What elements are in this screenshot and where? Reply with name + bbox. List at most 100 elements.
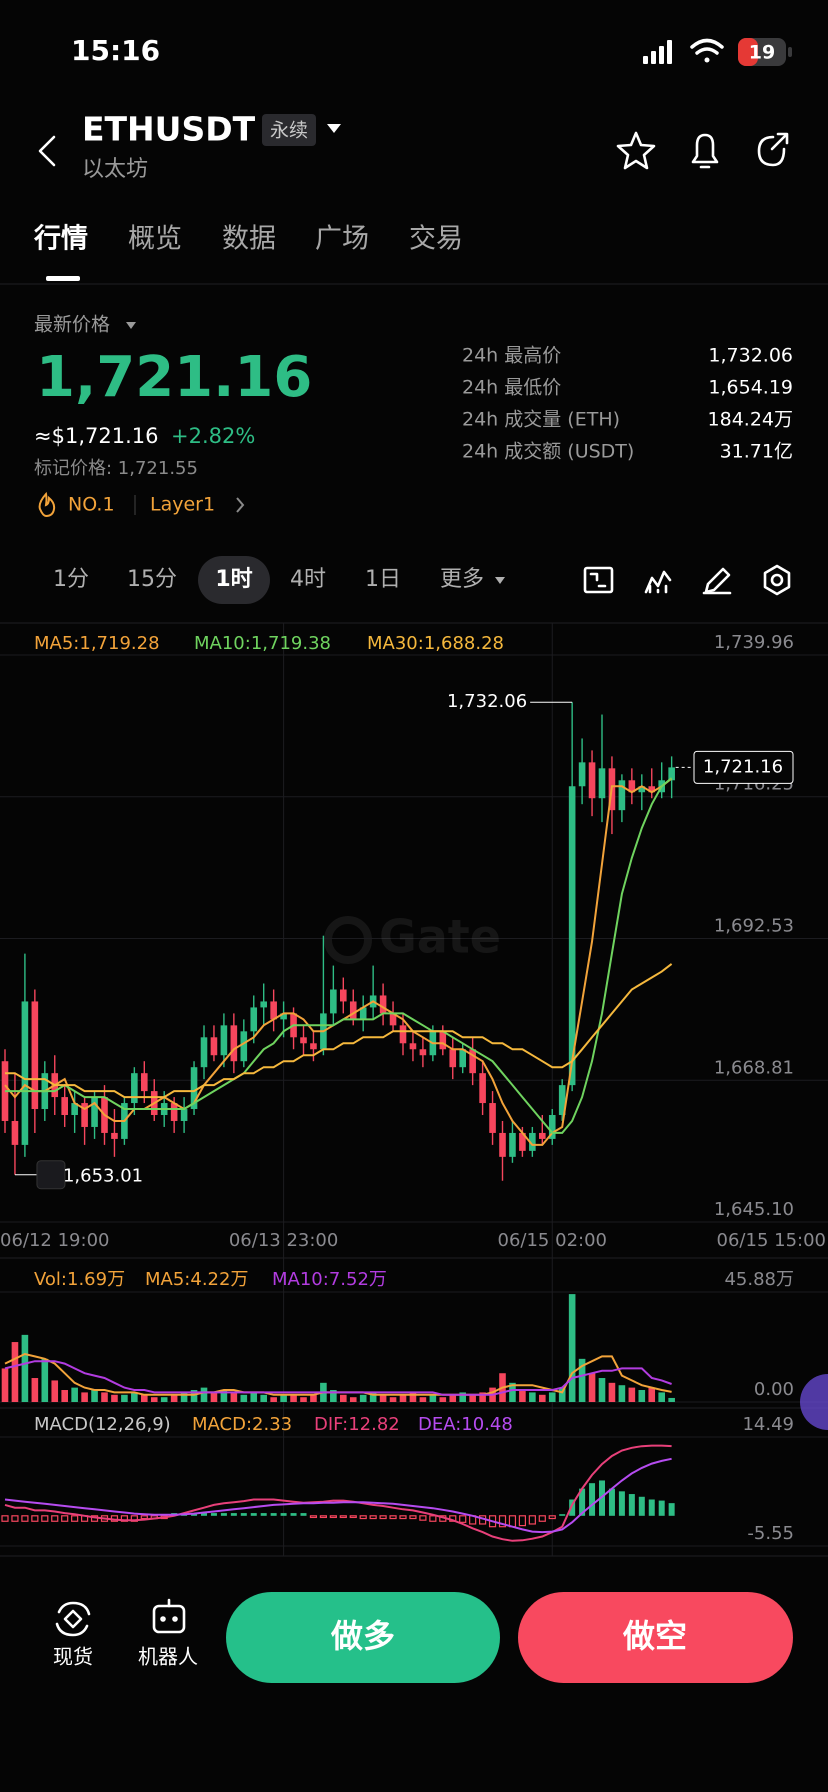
candle-body <box>260 1001 267 1008</box>
macd-bar <box>389 1515 397 1520</box>
volume-bar <box>170 1394 178 1402</box>
timeframe[interactable]: 1分 <box>53 567 89 592</box>
candle-body <box>548 1115 556 1139</box>
volume-bar <box>658 1392 665 1402</box>
bot-icon[interactable] <box>152 1598 186 1634</box>
spot-icon[interactable] <box>55 1601 91 1637</box>
short-button[interactable] <box>518 1592 793 1683</box>
volume-bar <box>578 1358 586 1402</box>
more-dropdown[interactable] <box>495 577 505 584</box>
bot-label[interactable]: 机器人 <box>138 1645 198 1669</box>
candle-body <box>210 1037 218 1056</box>
last-price-box <box>693 750 794 784</box>
stat-label: 24h 最高价 <box>462 345 561 367</box>
watermark: Gate <box>379 910 501 964</box>
candle-body <box>81 1103 88 1127</box>
back-button[interactable] <box>38 135 56 167</box>
badge-bg <box>262 114 316 146</box>
macd-bar <box>459 1515 467 1523</box>
timeframe[interactable]: 1时 <box>215 567 252 592</box>
timeframe[interactable]: 15分 <box>127 567 177 592</box>
volume-bar <box>359 1394 367 1402</box>
macd-bar <box>579 1488 586 1516</box>
macd-bar <box>31 1515 39 1522</box>
candle-body <box>409 1043 417 1050</box>
tab[interactable]: 交易 <box>409 224 463 255</box>
volume-bar <box>369 1392 377 1402</box>
legend-label: MA10:1,719.38 <box>194 633 331 654</box>
x-tick-label: 06/12 19:00 <box>0 1230 109 1251</box>
macd-bar <box>559 1514 566 1516</box>
candle-body <box>270 1001 277 1020</box>
sector-tag[interactable]: Layer1 <box>150 494 215 516</box>
draw-button[interactable] <box>702 567 732 595</box>
volume-bar <box>399 1394 407 1402</box>
low-icon <box>36 1160 66 1190</box>
spot-label[interactable]: 现货 <box>53 1645 93 1669</box>
indicator-button[interactable] <box>644 570 672 594</box>
volume-bar <box>379 1394 387 1402</box>
candle-body <box>230 1025 238 1062</box>
volume-bar <box>608 1382 616 1402</box>
favorite-button[interactable] <box>616 131 656 170</box>
volume-bar <box>71 1387 78 1402</box>
settings-button[interactable] <box>763 564 791 596</box>
share-button[interactable] <box>757 132 789 167</box>
candle-body <box>359 1007 367 1020</box>
indicator-line <box>4 1457 672 1534</box>
battery-level: 19 <box>749 42 775 64</box>
macd-bar <box>608 1488 615 1516</box>
fullscreen-button[interactable] <box>583 566 614 594</box>
volume-bar <box>628 1387 636 1402</box>
candle-body <box>419 1049 427 1056</box>
macd-bar <box>349 1515 357 1519</box>
x-tick-label: 06/13 23:00 <box>229 1230 338 1251</box>
x-tick-label: 06/15 02:00 <box>498 1230 607 1251</box>
volume-bar <box>618 1385 626 1402</box>
volume-bar <box>41 1358 49 1402</box>
floating-assistant[interactable] <box>800 1374 828 1430</box>
macd-bar <box>668 1503 675 1516</box>
macd-bar <box>628 1494 635 1516</box>
macd-bar <box>399 1515 407 1520</box>
volume-bar <box>121 1394 128 1402</box>
volume-bar <box>81 1392 88 1402</box>
legend-label: MACD:2.33 <box>192 1414 292 1435</box>
tab[interactable]: 数据 <box>222 224 276 255</box>
volume-bar <box>180 1392 188 1402</box>
volume-bar <box>539 1394 546 1402</box>
macd-bar <box>429 1515 437 1522</box>
candle-body <box>449 1049 457 1068</box>
candle-body <box>330 989 337 1014</box>
alert-button[interactable] <box>691 133 719 169</box>
short-label[interactable]: 做空 <box>622 1617 687 1655</box>
tab[interactable]: 概览 <box>128 224 182 255</box>
candle-body <box>558 1085 566 1116</box>
rank-tag[interactable]: NO.1 <box>68 494 115 516</box>
status-time: 15:16 <box>71 34 160 67</box>
timeframe[interactable]: 4时 <box>290 567 326 592</box>
long-button[interactable] <box>226 1592 500 1683</box>
timeframe[interactable]: 1日 <box>365 567 401 592</box>
candle-body <box>349 1001 357 1020</box>
symbol-dropdown[interactable] <box>327 124 341 133</box>
indicator-line <box>5 963 673 1099</box>
tag-chevron[interactable] <box>236 497 245 513</box>
tab[interactable]: 行情 <box>33 223 88 255</box>
timeframe[interactable]: 更多 <box>440 567 484 592</box>
volume-bar <box>150 1397 158 1402</box>
indicator-line <box>4 1360 672 1396</box>
candle-body <box>628 780 636 793</box>
tab[interactable]: 广场 <box>315 224 369 255</box>
long-label[interactable]: 做多 <box>330 1617 395 1655</box>
macd-bar <box>290 1513 297 1516</box>
macd-bar <box>240 1513 247 1516</box>
volume-bar <box>558 1387 566 1402</box>
x-tick-label: 06/15 15:00 <box>717 1230 826 1251</box>
macd-bar <box>260 1513 267 1516</box>
candle-body <box>180 1109 188 1121</box>
macd-bar <box>41 1515 49 1522</box>
macd-bar <box>71 1515 79 1522</box>
volume-bar <box>668 1397 675 1402</box>
price-dropdown[interactable] <box>126 322 136 329</box>
